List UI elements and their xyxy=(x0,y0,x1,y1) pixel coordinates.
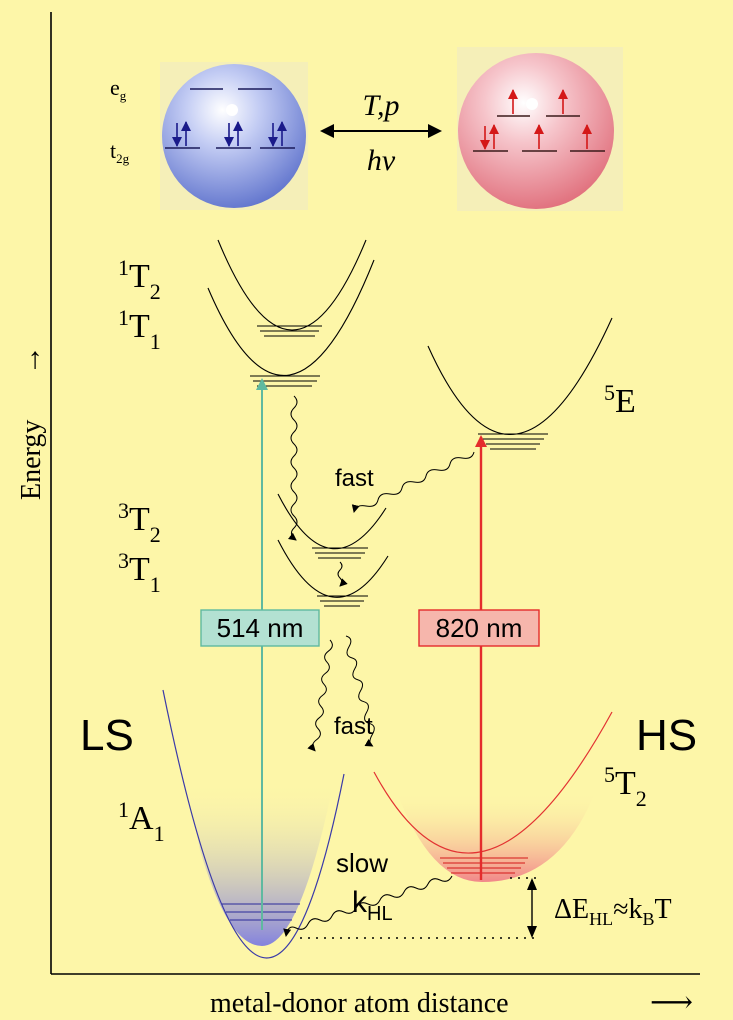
double-arrow-right-head xyxy=(428,124,442,138)
singlet-potential-wells xyxy=(207,239,375,387)
well-3t1 xyxy=(277,539,389,598)
y-axis-arrow: → xyxy=(14,345,47,375)
ls-well-fill xyxy=(186,780,334,946)
double-arrow-left-head xyxy=(320,124,334,138)
label-khl: kHL xyxy=(352,886,393,925)
hs-sphere xyxy=(458,53,614,209)
t2g-label: t2g xyxy=(110,138,130,166)
ls-sphere-panel xyxy=(160,62,308,210)
ls-highlight xyxy=(226,104,238,116)
label-fast-upper: fast xyxy=(335,465,374,492)
conversion-bottom-label: hν xyxy=(367,144,396,177)
label-delta-e: ΔEHL≈kBT xyxy=(554,894,672,929)
label-3t2: 3T2 xyxy=(118,498,161,547)
hs-highlight xyxy=(526,98,538,110)
relaxation-arrows xyxy=(283,395,475,937)
y-axis-label: Energy xyxy=(16,420,47,500)
wavy-3t2-to-3t1 xyxy=(337,561,348,587)
well-1t1 xyxy=(207,259,375,377)
label-box-514 xyxy=(200,609,320,647)
axes: Energy → metal-donor atom distance ⟶ xyxy=(14,12,700,1019)
conversion-top-label: T,p xyxy=(363,89,400,122)
x-axis-label: metal-donor atom distance xyxy=(210,988,509,1019)
label-1t1: 1T1 xyxy=(118,305,161,354)
label-ls: LS xyxy=(80,711,134,760)
label-box-820 xyxy=(418,609,540,647)
conversion-arrow: T,p hν xyxy=(320,89,442,177)
wavy-hs-to-ls xyxy=(283,875,453,937)
label-hs: HS xyxy=(636,711,697,760)
triplet-potential-wells xyxy=(277,493,389,607)
delta-e-arrow-top xyxy=(527,878,537,890)
x-axis-arrow: ⟶ xyxy=(650,986,693,1019)
ls-ground-well xyxy=(162,689,345,959)
wavy-3t1-to-hs xyxy=(345,635,375,747)
ls-electron-arrows xyxy=(172,121,287,147)
well-3t2 xyxy=(277,493,387,550)
well-1t2 xyxy=(217,239,367,331)
label-5e: 5E xyxy=(604,380,636,420)
label-5t2: 5T2 xyxy=(604,762,647,811)
delta-e-arrow-bottom xyxy=(527,926,537,938)
wavy-1t1-to-3t2 xyxy=(288,395,298,541)
wavy-3t1-to-ls xyxy=(307,639,333,752)
ls-well-curve xyxy=(162,689,345,959)
label-3t1: 3T1 xyxy=(118,548,161,597)
eg-label: eg xyxy=(110,75,127,103)
well-5e xyxy=(427,317,613,436)
label-fast-lower: fast xyxy=(334,713,373,740)
label-1a1: 1A1 xyxy=(118,797,165,846)
wavy-5e-to-3t2 xyxy=(351,451,475,513)
hs-well-fill xyxy=(396,790,596,882)
label-514: 514 nm xyxy=(217,613,304,643)
label-slow: slow xyxy=(336,848,388,878)
hs-ground-well xyxy=(373,711,613,882)
hs-sphere-panel xyxy=(457,47,623,211)
label-1t2: 1T2 xyxy=(118,255,161,304)
hs-well-curve xyxy=(373,711,613,854)
hs-electron-arrows xyxy=(480,89,592,150)
ls-sphere xyxy=(162,64,306,208)
quintet-e-well xyxy=(427,317,613,450)
label-820: 820 nm xyxy=(436,613,523,643)
